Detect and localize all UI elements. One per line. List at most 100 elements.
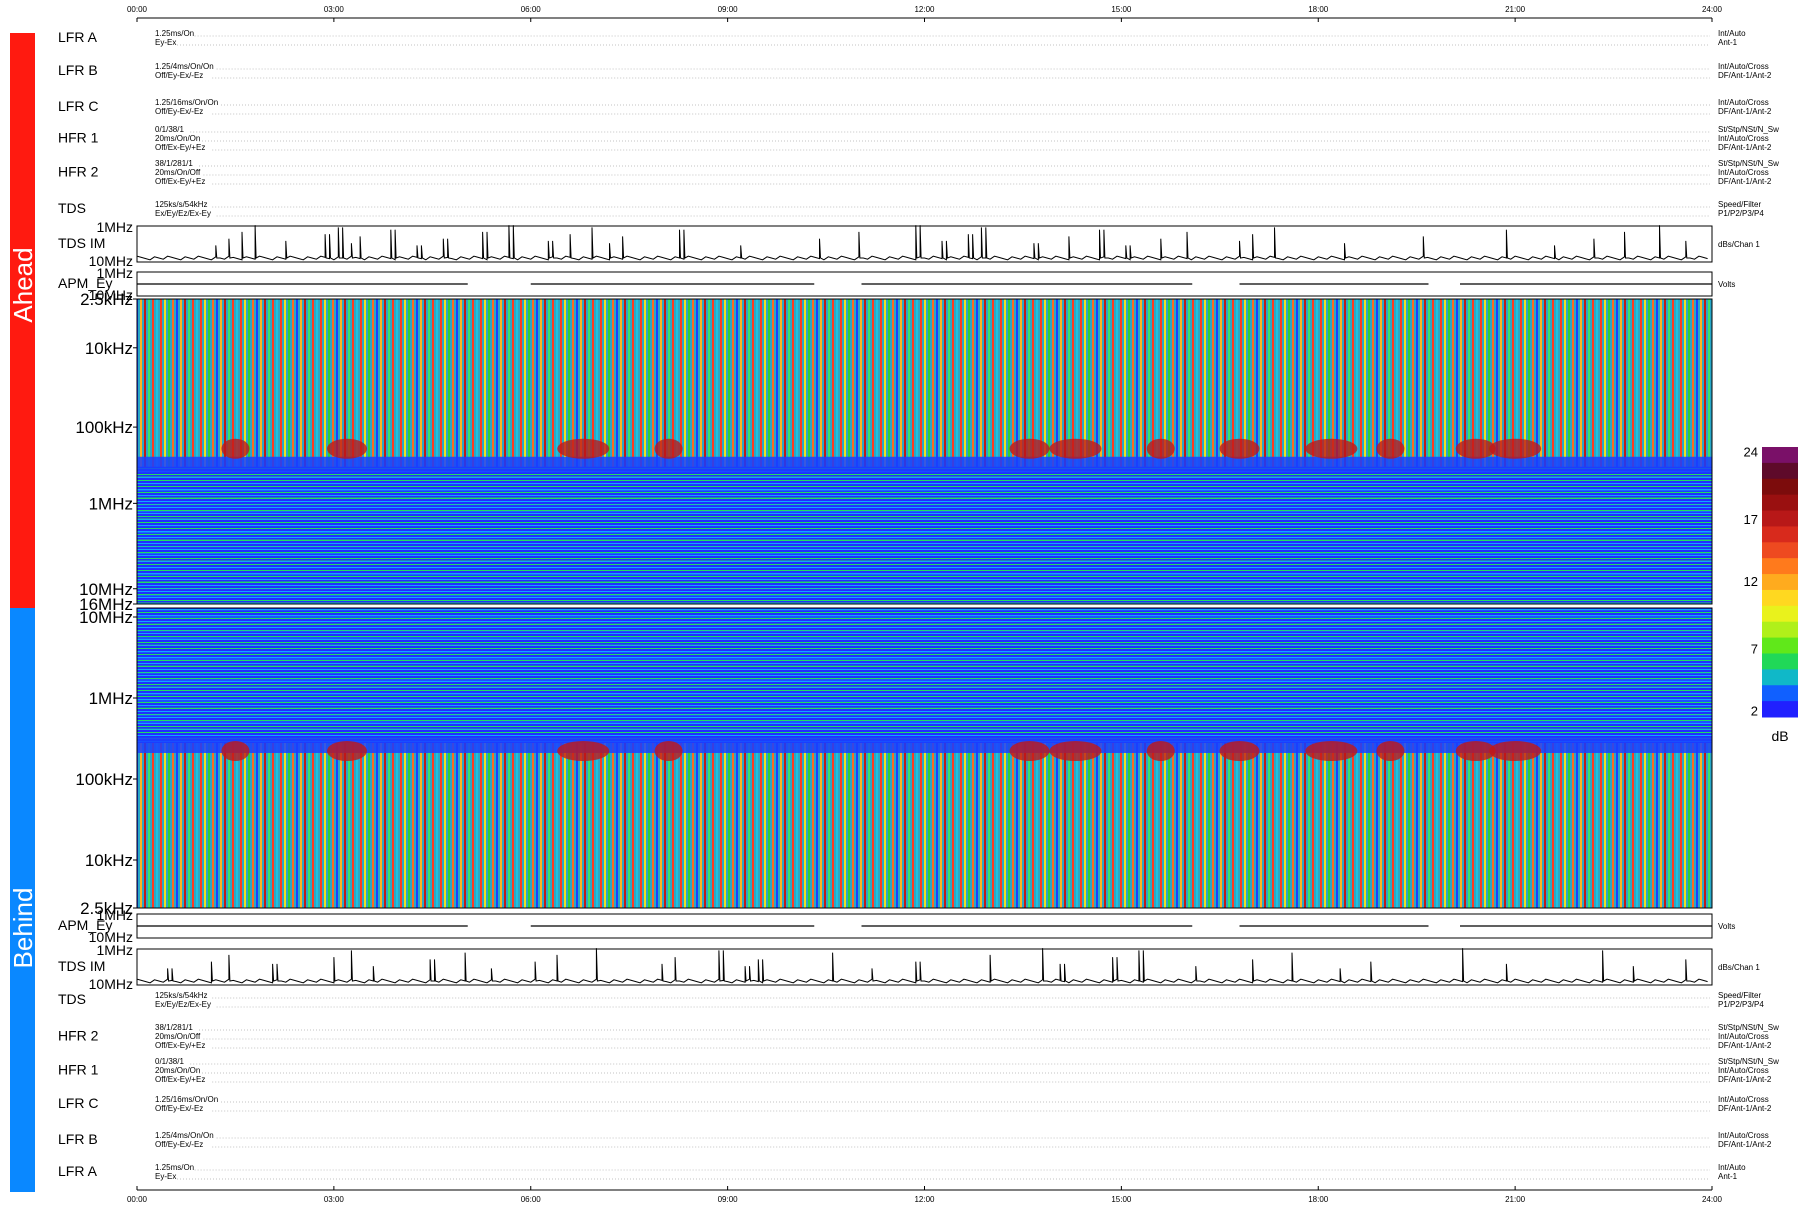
spectrogram-low-band (137, 299, 1712, 467)
instrument-setting: Ex/Ey/Ez/Ex-Ey (155, 1000, 211, 1009)
instrument-mode: DF/Ant-1/Ant-2 (1718, 1075, 1772, 1084)
spectrogram-emission (654, 741, 683, 761)
time-axis-top: 00:00 03:00 06:00 09:00 12:00 15:00 18:00 21:00… (127, 5, 1723, 22)
instrument-name: TDS (58, 200, 86, 216)
instrument-name: LFR C (58, 98, 98, 114)
instrument-mode: St/Stp/NSt/N_Sw (1718, 159, 1779, 168)
instrument-setting: 20ms/On/Off (155, 168, 201, 177)
time-axis-bottom: 00:00 03:00 06:00 09:00 12:00 15:00 18:00 21:00… (127, 1186, 1723, 1204)
axis-tick-label: 24:00 (1702, 1195, 1723, 1204)
spectrogram-emission (1455, 741, 1496, 761)
colorbar-swatch (1762, 701, 1798, 718)
spectrogram-emission (1219, 438, 1260, 459)
colorbar-swatch (1762, 478, 1798, 496)
instrument-mode: St/Stp/NSt/N_Sw (1718, 125, 1779, 134)
colorbar-swatch (1762, 621, 1798, 639)
axis-tick-label: 00:00 (127, 1195, 148, 1204)
instrument-mode: DF/Ant-1/Ant-2 (1718, 1104, 1772, 1113)
tds-im-series (136, 225, 1708, 261)
spectrogram-y-label: 1MHz (89, 494, 133, 513)
panel-label: TDS IM (58, 235, 105, 251)
spectrogram-y-label: 10kHz (85, 339, 133, 358)
spectrogram-emission (1009, 438, 1050, 459)
behind-sidebar (10, 608, 35, 1192)
instrument-mode: Speed/Filter (1718, 991, 1761, 1000)
spectrogram-emission (327, 741, 367, 761)
instrument-mode: Int/Auto (1718, 29, 1746, 38)
panel-y-tick: 10MHz (89, 976, 133, 992)
spectrogram-y-label: 16MHz (79, 595, 133, 614)
instrument-name: LFR B (58, 1131, 98, 1147)
colorbar-swatch (1762, 542, 1798, 559)
instrument-mode: Int/Auto/Cross (1718, 1131, 1769, 1140)
axis-tick-label: 12:00 (914, 5, 935, 14)
panel-label: APM_Ey (58, 917, 112, 933)
spectrogram-emission (1455, 438, 1496, 459)
axis-tick-label: 18:00 (1308, 1195, 1329, 1204)
instrument-setting: 125ks/s/54kHz (155, 991, 207, 1000)
instrument-setting: 38/1/281/1 (155, 1023, 193, 1032)
panel-label: APM_Ey (58, 275, 112, 291)
colorbar-swatch (1762, 447, 1798, 464)
instrument-name: HFR 1 (58, 1062, 99, 1078)
instrument-mode: Int/Auto/Cross (1718, 134, 1769, 143)
spectrogram-emission (221, 438, 250, 459)
spectrogram-emission (1489, 741, 1542, 761)
instrument-mode: Int/Auto/Cross (1718, 1066, 1769, 1075)
instrument-name: HFR 2 (58, 164, 99, 180)
axis-tick-label: 06:00 (521, 5, 542, 14)
instrument-setting: Ey-Ex (155, 1172, 176, 1181)
spectrogram-y-label: 100kHz (75, 418, 133, 437)
spectrogram-frame (136, 607, 1713, 909)
spectrogram-emission (1376, 741, 1405, 761)
colorbar-swatch (1762, 605, 1798, 623)
instrument-setting: 1.25ms/On (155, 1163, 194, 1172)
colorbar-tick: 7 (1751, 642, 1758, 657)
colorbar-swatch (1762, 574, 1798, 591)
instrument-setting: 1.25/4ms/On/On (155, 1131, 214, 1140)
axis-tick-label: 21:00 (1505, 1195, 1526, 1204)
instrument-setting: Off/Ey-Ex/-Ez (155, 71, 203, 80)
spectrogram-emission (327, 438, 367, 459)
instrument-name: HFR 2 (58, 1028, 99, 1044)
instrument-mode: DF/Ant-1/Ant-2 (1718, 177, 1772, 186)
instrument-setting: Off/Ex-Ey/+Ez (155, 143, 205, 152)
axis-tick-label: 03:00 (324, 5, 345, 14)
colorbar-swatch (1762, 637, 1798, 654)
instrument-mode: Int/Auto/Cross (1718, 1032, 1769, 1041)
colorbar-swatch (1762, 558, 1798, 575)
colorbar-swatch (1762, 462, 1798, 480)
panel-right-label: Volts (1718, 922, 1735, 931)
instrument-mode: Int/Auto/Cross (1718, 98, 1769, 107)
instrument-mode: Speed/Filter (1718, 200, 1761, 209)
axis-tick-label: 24:00 (1702, 5, 1723, 14)
instrument-mode: DF/Ant-1/Ant-2 (1718, 1140, 1772, 1149)
instrument-setting: Off/Ey-Ex/-Ez (155, 1140, 203, 1149)
spectrogram-emission (1305, 438, 1358, 459)
spectrogram-emission (1009, 741, 1050, 761)
instrument-setting: Off/Ex-Ey/+Ez (155, 1075, 205, 1084)
spectrogram-emission (1305, 741, 1358, 761)
panel-right-label: dBs/Chan 1 (1718, 240, 1760, 249)
panel-right-label: Volts (1718, 280, 1735, 289)
spectrogram-emission (557, 741, 610, 761)
panel-y-tick: 10MHz (89, 929, 133, 945)
colorbar-swatch (1762, 589, 1798, 607)
colorbar-swatch (1762, 510, 1798, 527)
spectrogram-y-label: 2.5kHz (80, 899, 133, 918)
colorbar-swatch (1762, 653, 1798, 670)
panel-frame (136, 948, 1713, 986)
instrument-setting: 1.25/16ms/On/On (155, 98, 218, 107)
instrument-name: TDS (58, 991, 86, 1007)
instrument-name: LFR B (58, 62, 98, 78)
ahead-sidebar-label: Ahead (8, 247, 38, 322)
